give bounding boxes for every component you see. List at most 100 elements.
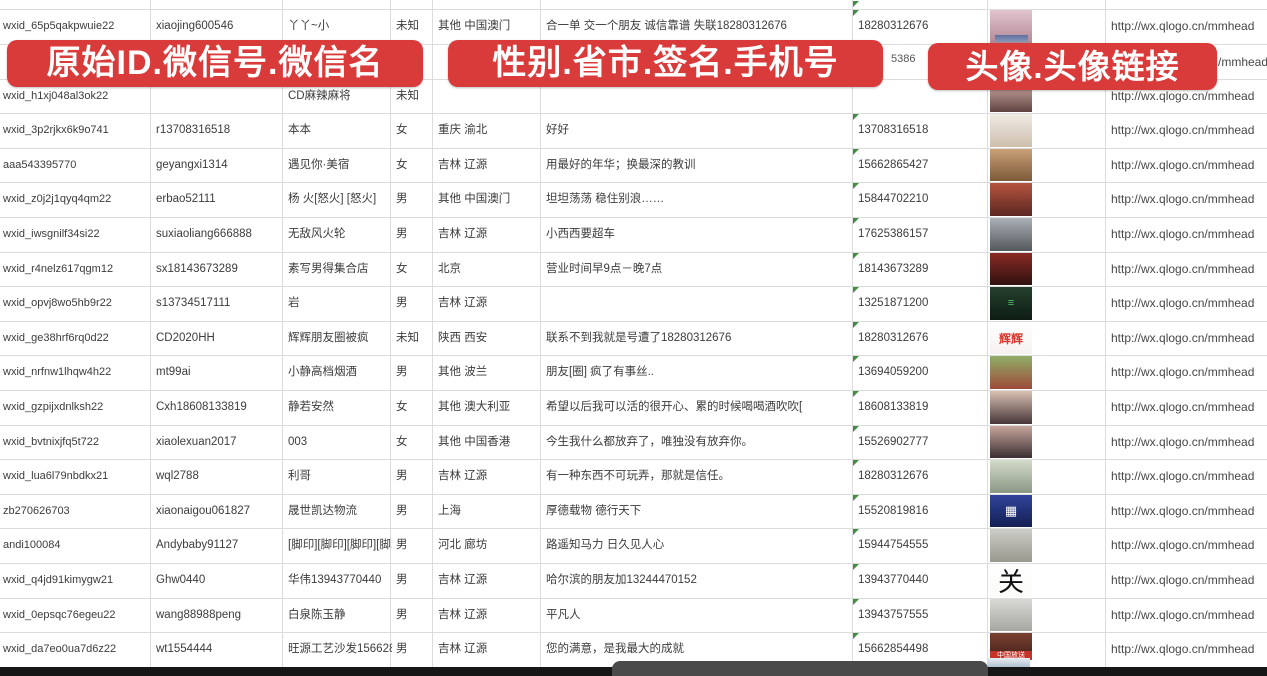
cell-wechat-name[interactable]: 本本 <box>288 124 311 137</box>
avatar-image[interactable]: 辉辉 <box>990 321 1032 355</box>
cell-wechat-name[interactable]: 利哥 <box>288 470 311 483</box>
cell-wechat-number[interactable]: Andybaby91127 <box>156 539 239 552</box>
cell-original-id[interactable]: wxid_z0j2j1qyq4qm22 <box>3 193 112 206</box>
cell-phone[interactable]: 15944754555 <box>858 539 929 552</box>
cell-original-id[interactable]: wxid_65p5qakpwuie22 <box>3 20 115 33</box>
cell-original-id[interactable]: andi100084 <box>3 539 61 552</box>
avatar-image[interactable] <box>990 114 1032 147</box>
cell-original-id[interactable]: wxid_3p2rjkx6k9o741 <box>3 124 109 137</box>
cell-original-id[interactable]: wxid_nrfnw1lhqw4h22 <box>3 366 112 379</box>
cell-province-city[interactable]: 上海 <box>438 504 461 517</box>
cell-province-city[interactable]: 河北 廊坊 <box>438 539 488 552</box>
cell-avatar-url[interactable]: http://wx.qlogo.cn/mmhead <box>1111 434 1255 449</box>
cell-wechat-name[interactable]: 遇见你·美宿 <box>288 158 350 171</box>
cell-phone[interactable]: 15526902777 <box>858 435 929 448</box>
cell-wechat-name[interactable]: 素写男得集合店 <box>288 262 369 275</box>
cell-avatar-url[interactable]: http://wx.qlogo.cn/mmhead <box>1111 330 1255 345</box>
cell-phone[interactable]: 15520819816 <box>858 504 929 517</box>
scrollbar-thumb[interactable] <box>612 661 988 676</box>
cell-avatar-url[interactable]: http://wx.qlogo.cn/mmhead <box>1111 157 1255 172</box>
cell-signature[interactable]: 营业时间早9点－晚7点 <box>546 262 663 275</box>
avatar-image[interactable] <box>990 218 1032 251</box>
cell-phone[interactable]: 13943770440 <box>858 574 929 586</box>
cell-phone[interactable]: 18608133819 <box>858 401 929 413</box>
cell-wechat-name[interactable]: 003 <box>288 435 308 448</box>
cell-gender[interactable]: 男 <box>396 539 408 552</box>
cell-wechat-number[interactable]: s13734517111 <box>156 297 231 310</box>
cell-signature[interactable]: 用最好的年华；换最深的教训 <box>546 158 696 171</box>
cell-wechat-number[interactable]: xiaojing600546 <box>156 20 234 33</box>
cell-province-city[interactable]: 其他 中国香港 <box>438 435 511 448</box>
cell-wechat-name[interactable]: 华伟13943770440 <box>288 574 382 586</box>
avatar-image[interactable] <box>990 356 1032 389</box>
cell-original-id[interactable]: wxid_opvj8wo5hb9r22 <box>3 297 112 310</box>
cell-signature[interactable]: 您的满意，是我最大的成就 <box>546 643 684 656</box>
cell-avatar-url[interactable]: http://wx.qlogo.cn/mmhead <box>1111 296 1255 311</box>
avatar-image[interactable] <box>990 529 1032 562</box>
cell-gender[interactable]: 女 <box>396 262 408 275</box>
cell-gender[interactable]: 未知 <box>396 20 419 33</box>
cell-phone[interactable]: 13694059200 <box>858 366 929 379</box>
cell-original-id[interactable]: wxid_iwsgnilf34si22 <box>3 228 100 240</box>
cell-avatar-url[interactable]: http://wx.qlogo.cn/mmhead <box>1111 469 1255 484</box>
cell-avatar-url[interactable]: http://wx.qlogo.cn/mmhead <box>1111 365 1255 380</box>
cell-wechat-number[interactable]: r13708316518 <box>156 124 231 137</box>
cell-province-city[interactable]: 吉林 辽源 <box>438 643 488 656</box>
avatar-image[interactable]: ≡ <box>990 287 1032 320</box>
avatar-image[interactable]: 中国放送 <box>990 633 1032 661</box>
cell-gender[interactable]: 男 <box>396 643 408 656</box>
cell-wechat-number[interactable]: CD2020HH <box>156 331 215 344</box>
cell-phone[interactable]: 17625386157 <box>858 228 929 240</box>
cell-province-city[interactable]: 其他 波兰 <box>438 366 488 379</box>
cell-signature[interactable]: 有一种东西不可玩弄，那就是信任。 <box>546 470 730 483</box>
cell-original-id[interactable]: wxid_lua6l79nbdkx21 <box>3 470 109 483</box>
cell-phone[interactable]: 15662865427 <box>858 158 929 171</box>
cell-province-city[interactable]: 其他 中国澳门 <box>438 20 511 33</box>
cell-signature[interactable]: 哈尔滨的朋友加13244470152 <box>546 574 697 586</box>
cell-signature[interactable]: 好好 <box>546 124 569 137</box>
cell-avatar-url[interactable]: http://wx.qlogo.cn/mmhead <box>1111 503 1255 518</box>
cell-gender[interactable]: 男 <box>396 366 408 379</box>
cell-avatar-url[interactable]: http://wx.qlogo.cn/mmhead <box>1111 19 1255 34</box>
avatar-image-partial[interactable] <box>995 35 1028 42</box>
cell-wechat-name[interactable]: 静若安然 <box>288 401 334 413</box>
cell-original-id[interactable]: aaa543395770 <box>3 158 77 171</box>
cell-signature[interactable]: 平凡人 <box>546 608 581 621</box>
cell-wechat-name[interactable]: 杨 火[怒火] [怒火] <box>288 193 377 206</box>
cell-gender[interactable]: 未知 <box>396 331 419 344</box>
cell-signature[interactable]: 希望以后我可以活的很开心、累的时候喝喝酒吹吹[ <box>546 401 803 413</box>
cell-wechat-name[interactable]: 白泉陈玉静 <box>288 608 346 621</box>
cell-wechat-name[interactable]: 岩 <box>288 297 300 310</box>
cell-original-id[interactable]: wxid_bvtnixjfq5t722 <box>3 435 100 448</box>
cell-wechat-name[interactable]: 丫丫~小 <box>288 20 330 33</box>
cell-wechat-number[interactable]: mt99ai <box>156 366 191 379</box>
cell-wechat-name[interactable]: 晟世凯达物流 <box>288 504 357 517</box>
cell-wechat-name[interactable]: [脚印][脚印][脚印][脚印] <box>288 539 392 552</box>
cell-province-city[interactable]: 吉林 辽源 <box>438 158 488 171</box>
cell-original-id[interactable]: zb270626703 <box>3 504 70 517</box>
cell-original-id[interactable]: wxid_ge38hrf6rq0d22 <box>3 331 109 344</box>
cell-province-city[interactable]: 吉林 辽源 <box>438 574 488 586</box>
cell-original-id[interactable]: wxid_0epsqc76egeu22 <box>3 608 116 621</box>
avatar-image[interactable] <box>990 183 1032 216</box>
cell-avatar-url[interactable]: http://wx.qlogo.cn/mmhead <box>1111 538 1255 553</box>
cell-avatar-url[interactable]: http://wx.qlogo.cn/mmhead <box>1111 607 1255 622</box>
cell-signature[interactable]: 今生我什么都放弃了，唯独没有放弃你。 <box>546 435 753 448</box>
cell-original-id[interactable]: wxid_r4nelz617qgm12 <box>3 262 114 275</box>
cell-phone[interactable]: 13251871200 <box>858 297 929 310</box>
cell-wechat-number[interactable]: Ghw0440 <box>156 574 206 586</box>
cell-avatar-url[interactable]: http://wx.qlogo.cn/mmhead <box>1111 227 1255 241</box>
cell-avatar-url[interactable]: http://wx.qlogo.cn/mmhead <box>1111 88 1255 103</box>
cell-wechat-number[interactable]: wql2788 <box>156 470 199 483</box>
cell-gender[interactable]: 女 <box>396 158 408 171</box>
cell-wechat-number[interactable]: xiaonaigou061827 <box>156 504 251 517</box>
cell-signature[interactable]: 路遥知马力 日久见人心 <box>546 539 665 552</box>
cell-avatar-url[interactable]: http://wx.qlogo.cn/mmhead <box>1111 123 1255 138</box>
cell-signature[interactable]: 联系不到我就是号遭了18280312676 <box>546 331 732 344</box>
cell-wechat-number[interactable]: suxiaoliang666888 <box>156 228 252 240</box>
cell-wechat-number[interactable]: xiaolexuan2017 <box>156 435 237 448</box>
cell-gender[interactable]: 男 <box>396 193 408 206</box>
cell-original-id[interactable]: wxid_gzpijxdnlksh22 <box>3 401 104 413</box>
cell-province-city[interactable]: 吉林 辽源 <box>438 228 488 240</box>
cell-phone[interactable]: 15844702210 <box>858 193 929 206</box>
